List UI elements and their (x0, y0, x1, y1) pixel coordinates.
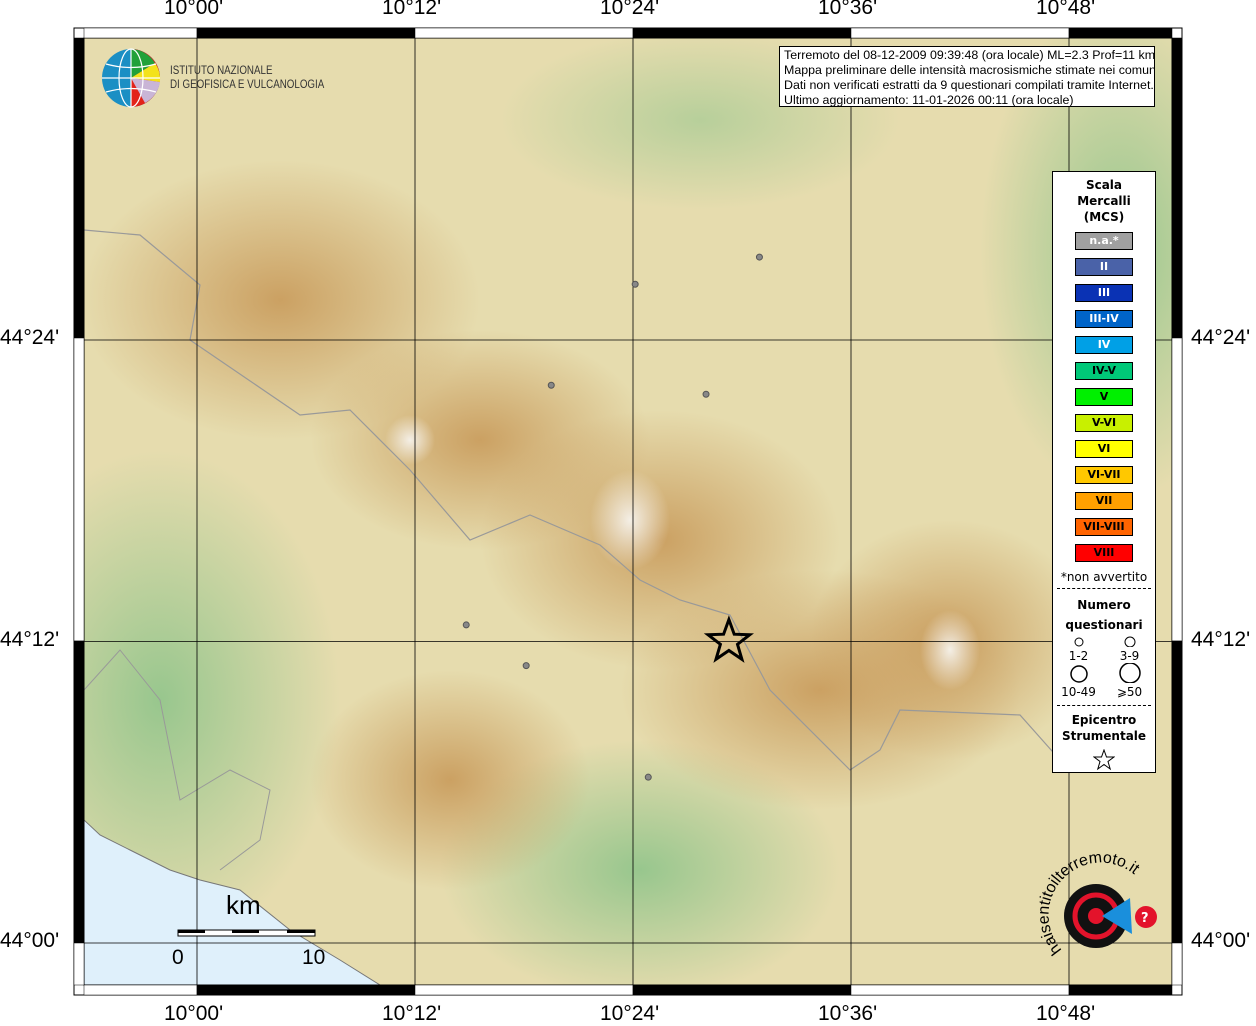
lon-tick-label: 10°48' (1036, 1002, 1096, 1025)
intensity-swatch: V (1075, 388, 1133, 406)
lat-tick-label: 44°12' (0, 627, 60, 651)
legend: Scala Mercalli (MCS) n.a.* II III III-IV IV I… (1052, 171, 1156, 773)
legend-title: Mercalli (1077, 194, 1131, 208)
lat-tick-label: 44°00' (1191, 929, 1251, 952)
map-frame (73, 27, 1183, 996)
ingv-name-2: DI GEOFISICA E VULCANOLOGIA (170, 79, 325, 91)
terrain (84, 38, 1172, 985)
lon-tick-label: 10°24' (600, 1002, 660, 1025)
event-line: Terremoto del 08-12-2009 09:39:48 (ora l… (784, 48, 1155, 62)
intensity-points (462, 253, 763, 781)
data-note-line: Dati non verificati estratti da 9 questi… (784, 78, 1154, 92)
intensity-point (547, 381, 555, 389)
ingv-logo: ISTITUTO NAZIONALE DI GEOFISICA E VULCANO… (100, 47, 352, 109)
lon-tick-label: 10°12' (382, 0, 442, 19)
lon-tick-label: 10°00' (164, 0, 224, 19)
lon-tick-label: 10°24' (600, 0, 660, 19)
event-info-box: Terremoto del 08-12-2009 09:39:48 (ora l… (779, 46, 1155, 107)
updated-line: Ultimo aggiornamento: 11-01-2026 00:11 (… (784, 93, 1074, 107)
size-label: 3-9 (1119, 649, 1140, 663)
intensity-swatch: VI (1075, 440, 1133, 458)
circle-medium-icon (1124, 636, 1135, 648)
globe-icon (102, 48, 161, 108)
intensity-point (702, 390, 710, 398)
lat-tick-label: 44°12' (1191, 627, 1251, 651)
scale-unit: km (226, 890, 261, 920)
lon-tick-label: 10°36' (818, 1002, 878, 1025)
description-line: Mappa preliminare delle intensità macros… (784, 63, 1155, 77)
intensity-swatch: II (1075, 258, 1133, 276)
circle-xlarge-icon (1118, 662, 1141, 684)
intensity-swatch: III (1075, 284, 1133, 302)
epicenter-title: Strumentale (1061, 729, 1147, 743)
intensity-point (522, 662, 530, 670)
scale-bar: km 0 10 (172, 890, 325, 969)
epicenter-star-icon (703, 615, 754, 663)
lon-tick-label: 10°36' (818, 0, 878, 19)
intensity-swatch: n.a.* (1075, 232, 1133, 250)
size-label: ⩾50 (1116, 685, 1143, 699)
legend-title: (MCS) (1083, 210, 1125, 224)
intensity-swatch: IV (1075, 336, 1133, 354)
lat-tick-label: 44°24' (1191, 326, 1251, 349)
intensity-point (631, 280, 639, 288)
questionnaire-title: Numero (1077, 598, 1131, 612)
intensity-point (462, 621, 470, 629)
intensity-swatch: IV-V (1075, 362, 1133, 380)
epicenter-title: Epicentro (1071, 713, 1137, 727)
lon-tick-label: 10°00' (164, 1002, 224, 1025)
size-label: 1-2 (1068, 649, 1089, 663)
legend-title: Scala (1085, 178, 1123, 192)
star-icon (1092, 748, 1116, 771)
intensity-swatch: VI-VII (1075, 466, 1133, 484)
intensity-swatch: VII (1075, 492, 1133, 510)
ingv-name-1: ISTITUTO NAZIONALE (170, 65, 273, 77)
size-label: 10-49 (1061, 685, 1096, 699)
scale-tick-10: 10 (302, 946, 325, 969)
intensity-point (755, 253, 763, 261)
lat-tick-label: 44°24' (0, 326, 60, 349)
lon-tick-label: 10°48' (1036, 0, 1096, 19)
scale-tick-0: 0 (172, 946, 184, 969)
questionnaire-title: questionari (1065, 618, 1143, 632)
circle-small-icon (1074, 637, 1083, 647)
intensity-swatch: VIII (1075, 544, 1133, 562)
legend-note: *non avvertito (1060, 570, 1148, 584)
intensity-swatch: VII-VIII (1075, 518, 1133, 536)
intensity-point (644, 773, 652, 781)
circle-large-icon (1069, 665, 1088, 683)
intensity-swatch: V-VI (1075, 414, 1133, 432)
intensity-swatch: III-IV (1075, 310, 1133, 328)
lat-tick-label: 44°00' (0, 929, 60, 952)
lon-tick-label: 10°12' (382, 1002, 442, 1025)
svg-text:?: ? (1141, 911, 1149, 926)
